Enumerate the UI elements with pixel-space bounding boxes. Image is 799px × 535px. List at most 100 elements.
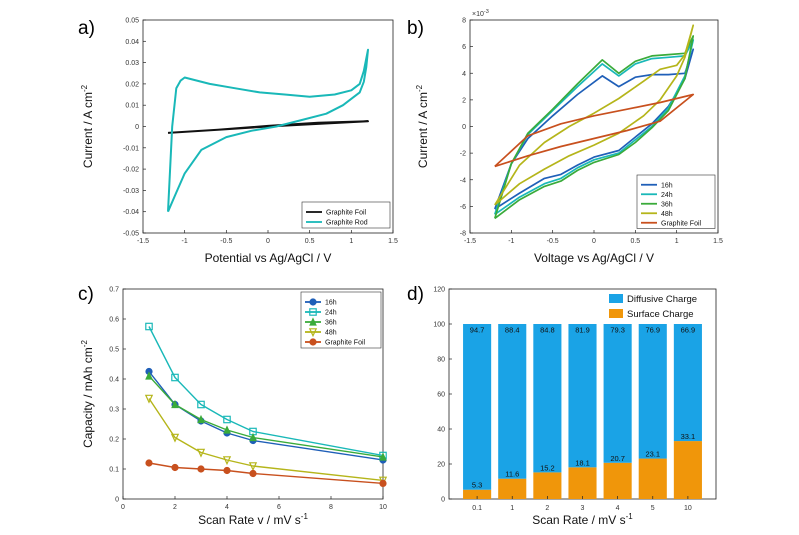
bar-value-label-diffusive: 94.7 <box>470 326 485 335</box>
bar-value-label-surface: 11.6 <box>505 470 519 479</box>
x-tick-label: 0.1 <box>472 505 482 512</box>
y-tick-label: -0.04 <box>123 209 139 216</box>
panel-a: -1.5 -1 -0.5 0 0.5 1 1.5 -0.05 -0.04 -0.03 -0.02 -0… <box>78 18 398 266</box>
panel-label: d) <box>407 284 424 305</box>
legend-entry-label: 48h <box>325 330 337 337</box>
y-tick-label: -0.05 <box>123 231 139 238</box>
bar-surface-charge <box>463 489 492 499</box>
bar-value-label-diffusive: 88.4 <box>505 326 520 335</box>
data-point <box>223 415 231 424</box>
legend-swatch <box>609 294 623 303</box>
y-tick-label: 80 <box>437 357 445 364</box>
legend-entry-label: Graphite Foil <box>325 340 366 347</box>
y-tick-label: 0.7 <box>109 287 119 294</box>
bar-value-label-diffusive: 66.9 <box>681 326 696 335</box>
data-point <box>171 373 179 382</box>
y-tick-label: 0.3 <box>109 407 119 414</box>
y-tick-label: 4 <box>462 71 466 78</box>
bar-surface-charge <box>603 462 632 499</box>
y-tick-label: -4 <box>460 177 466 184</box>
bar-diffusive-charge <box>603 324 632 463</box>
series-line-0 <box>148 371 384 461</box>
y-exponent-base: ×10 <box>472 11 484 18</box>
legend-entry-label: Surface Charge <box>627 309 694 320</box>
x-tick-label: 0 <box>121 504 125 511</box>
data-point <box>223 425 231 434</box>
y-tick-label: 0.6 <box>109 317 119 324</box>
panel-d: 0 20 40 60 80 100 120 94.7 5.3 0.1 88.4 11.6 1 84.8 15… <box>407 284 717 527</box>
legend-box <box>301 201 391 229</box>
y-axis-label-text: Current / A cm <box>81 92 95 168</box>
y-tick-label: 60 <box>437 392 445 399</box>
x-tick-label: -1 <box>182 238 188 245</box>
bar-surface-charge <box>498 478 527 499</box>
legend-entry-label: 16h <box>661 182 673 189</box>
legend-entry-label: 48h <box>661 211 673 218</box>
y-tick-label: 120 <box>433 287 445 294</box>
bar-value-label-surface: 15.2 <box>540 463 555 472</box>
y-tick-label: 0.04 <box>125 39 139 46</box>
series-line-0 <box>167 120 369 134</box>
x-tick-label: 3 <box>581 505 585 512</box>
data-point <box>379 452 387 461</box>
legend-entry-label: Graphite Foil <box>661 220 702 227</box>
data-point <box>144 394 154 404</box>
y-tick-label: 0.03 <box>125 60 139 67</box>
panel-label: b) <box>407 18 424 39</box>
x-tick-label: -1.5 <box>137 238 149 245</box>
series-line-0 <box>494 48 695 210</box>
y-axis-label-superscript: -2 <box>80 340 89 348</box>
y-tick-label: 40 <box>437 427 445 434</box>
x-tick-label: 1.5 <box>713 238 723 245</box>
data-point <box>145 459 153 467</box>
legend-marker <box>309 317 317 326</box>
bar-value-label-surface: 23.1 <box>645 450 660 459</box>
x-tick-label: 8 <box>329 504 333 511</box>
x-axis-label: Potential vs Ag/AgCl / V <box>205 251 332 265</box>
y-tick-label: -0.01 <box>123 145 139 152</box>
data-point <box>249 432 257 442</box>
bar-surface-charge <box>533 472 562 499</box>
legend-entry-label: 16h <box>325 300 337 307</box>
x-axis-label-text: Scan Rate v / mV s <box>198 513 301 527</box>
data-point <box>171 399 179 409</box>
x-tick-label: 1.5 <box>388 238 398 245</box>
bar-value-label-diffusive: 76.9 <box>645 326 660 335</box>
bar-value-label-diffusive: 84.8 <box>540 326 555 335</box>
data-point <box>145 322 153 331</box>
series-line-1 <box>167 48 369 213</box>
series-line-4 <box>494 93 695 168</box>
plot-frame <box>122 288 384 500</box>
legend-entry-label: 36h <box>661 201 673 208</box>
data-point <box>170 433 180 443</box>
series-line-1 <box>148 326 384 457</box>
panel-label: c) <box>78 284 94 305</box>
legend-entry-label: Diffusive Charge <box>627 294 697 305</box>
y-tick-label: 0 <box>135 124 139 131</box>
data-point <box>145 371 153 380</box>
series-line-2 <box>148 375 384 458</box>
y-axis-label: Current / A cm-2 <box>80 84 95 168</box>
y-axis-label: Capacity / mAh cm-2 <box>80 340 95 448</box>
bar-diffusive-charge <box>498 324 527 479</box>
legend-entry-label: Graphite Foil <box>326 210 367 217</box>
data-point <box>248 462 258 472</box>
y-tick-label: 0 <box>115 497 119 504</box>
x-axis-label: Voltage vs Ag/AgCl / V <box>534 251 654 265</box>
x-tick-label: 5 <box>651 505 655 512</box>
y-tick-label: -6 <box>460 204 466 211</box>
data-point <box>223 466 231 475</box>
y-exponent-power: -3 <box>484 9 489 15</box>
data-point <box>197 400 205 409</box>
panel-b: -1.5 -1 -0.5 0 0.5 1 1.5 -8 -6 -4 -2 0 2 4 6 8 b) Voltage… <box>407 9 723 265</box>
y-tick-label: -8 <box>460 231 466 238</box>
data-point <box>222 456 232 466</box>
bar-value-label-surface: 20.7 <box>610 454 625 463</box>
x-tick-label: 2 <box>173 504 177 511</box>
x-tick-label: 1 <box>510 505 514 512</box>
y-tick-label: -0.02 <box>123 167 139 174</box>
y-tick-label: 0.5 <box>109 347 119 354</box>
bar-surface-charge <box>568 467 597 499</box>
y-tick-label: 0.05 <box>125 18 139 25</box>
